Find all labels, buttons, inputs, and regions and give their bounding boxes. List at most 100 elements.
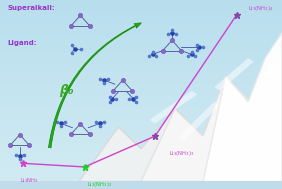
Polygon shape [178,102,220,142]
Bar [0,112,282,113]
Bar [0,169,282,171]
Bar [0,107,282,109]
Bar [0,119,282,121]
Bar [0,54,282,56]
Bar [0,73,282,74]
Bar [0,130,282,132]
Bar [0,139,282,141]
Bar [0,8,282,9]
Bar [0,44,282,45]
Bar [0,80,282,82]
Bar [0,168,282,169]
Bar [0,91,282,92]
Polygon shape [149,91,197,123]
Polygon shape [203,33,282,181]
Bar [0,124,282,125]
Bar [0,35,282,36]
Bar [0,68,282,70]
Polygon shape [141,51,282,181]
Bar [0,15,282,17]
Bar [0,48,282,50]
Bar [0,39,282,41]
Bar [0,136,282,138]
Bar [0,151,282,153]
Bar [0,115,282,116]
Bar [0,79,282,80]
Bar [0,57,282,59]
Bar [0,103,282,104]
Bar [0,11,282,12]
Bar [0,138,282,139]
Bar [0,100,282,101]
Bar [0,24,282,26]
Bar [0,6,282,8]
Bar [0,71,282,73]
Bar [0,159,282,160]
Bar [0,135,282,136]
Bar [0,51,282,53]
Bar [0,3,282,5]
Bar [0,59,282,60]
Bar [0,177,282,178]
Bar [0,142,282,144]
Bar [0,5,282,6]
Bar [0,53,282,54]
Bar [0,104,282,106]
Bar [0,29,282,30]
Bar [0,67,282,68]
Bar [0,154,282,156]
Bar [0,64,282,65]
Bar [0,50,282,51]
Bar [0,171,282,172]
Text: Ligand:: Ligand: [7,40,37,46]
Bar [0,9,282,11]
Bar [0,156,282,157]
Bar [0,148,282,150]
Bar [0,18,282,20]
Bar [0,94,282,95]
Bar [0,45,282,47]
Text: β₀: β₀ [59,84,74,97]
Bar [0,163,282,165]
Bar [0,144,282,145]
Bar [0,127,282,129]
Text: Superalkali:: Superalkali: [7,5,55,12]
Bar [0,150,282,151]
Bar [0,77,282,79]
Bar [0,74,282,76]
Bar [0,141,282,142]
Bar [0,0,282,2]
Bar [0,42,282,44]
Bar [0,36,282,38]
Bar [0,85,282,86]
Bar [0,172,282,174]
Bar [0,88,282,89]
Bar [0,101,282,103]
Bar [0,116,282,118]
Bar [0,92,282,94]
Polygon shape [214,58,254,91]
Bar [0,174,282,175]
Bar [0,20,282,21]
Bar [0,133,282,135]
Bar [0,157,282,159]
Bar [0,166,282,168]
Bar [0,82,282,83]
Bar [0,110,282,112]
Bar [0,132,282,133]
Bar [0,41,282,42]
Bar [0,38,282,39]
Bar [0,125,282,127]
Bar [0,65,282,67]
Text: Li$_3$(NH$_3$)$_3$: Li$_3$(NH$_3$)$_3$ [169,149,195,158]
Bar [0,32,282,33]
Bar [0,56,282,57]
Bar [0,26,282,27]
Bar [0,76,282,77]
Bar [0,27,282,29]
Bar [0,129,282,130]
Bar [0,86,282,88]
Bar [0,14,282,15]
Bar [0,62,282,64]
Bar [0,122,282,124]
